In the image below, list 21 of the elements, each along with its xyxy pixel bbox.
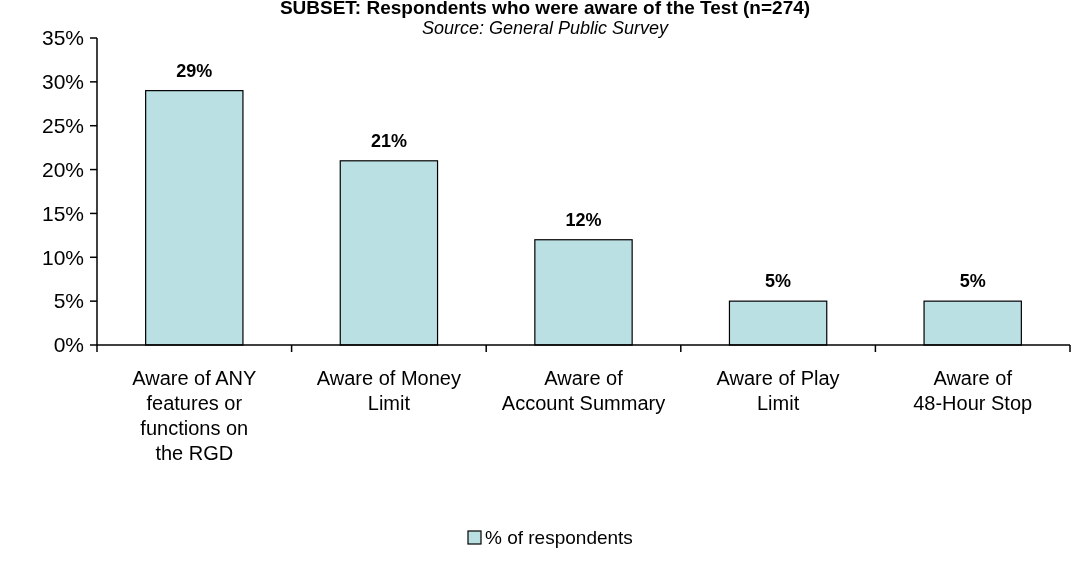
- text: 29%: [176, 60, 213, 81]
- legend-label: % of respondents: [485, 527, 633, 548]
- chart-subtitle: Source: General Public Survey: [421, 18, 670, 38]
- y-tick-label: 30%: [41, 70, 84, 94]
- x-tick-label: Aware of Play Limit: [716, 367, 840, 414]
- y-tick-label: 35%: [41, 26, 84, 50]
- text: 5%: [765, 271, 792, 292]
- x-tick-label: Aware of ANY features or functions on the RGD: [132, 367, 257, 464]
- text: 5%: [959, 271, 986, 292]
- y-tick-label: 15%: [41, 201, 84, 225]
- x-tick-label: Aware of 48-Hour Stop: [913, 367, 1033, 414]
- chart-title: SUBSET: Respondents who were aware of the Test (n=274): [279, 0, 811, 18]
- x-tick-label: Aware of Account Summary: [501, 367, 666, 414]
- y-tick-label: 0%: [53, 333, 84, 357]
- x-tick-label: Aware of Money Limit: [316, 367, 461, 414]
- y-tick-label: 20%: [41, 157, 84, 181]
- text: 21%: [370, 130, 407, 151]
- y-tick-label: 5%: [53, 289, 84, 313]
- y-tick-label: 25%: [41, 114, 84, 138]
- text: 12%: [565, 209, 602, 230]
- y-tick-label: 10%: [41, 245, 84, 269]
